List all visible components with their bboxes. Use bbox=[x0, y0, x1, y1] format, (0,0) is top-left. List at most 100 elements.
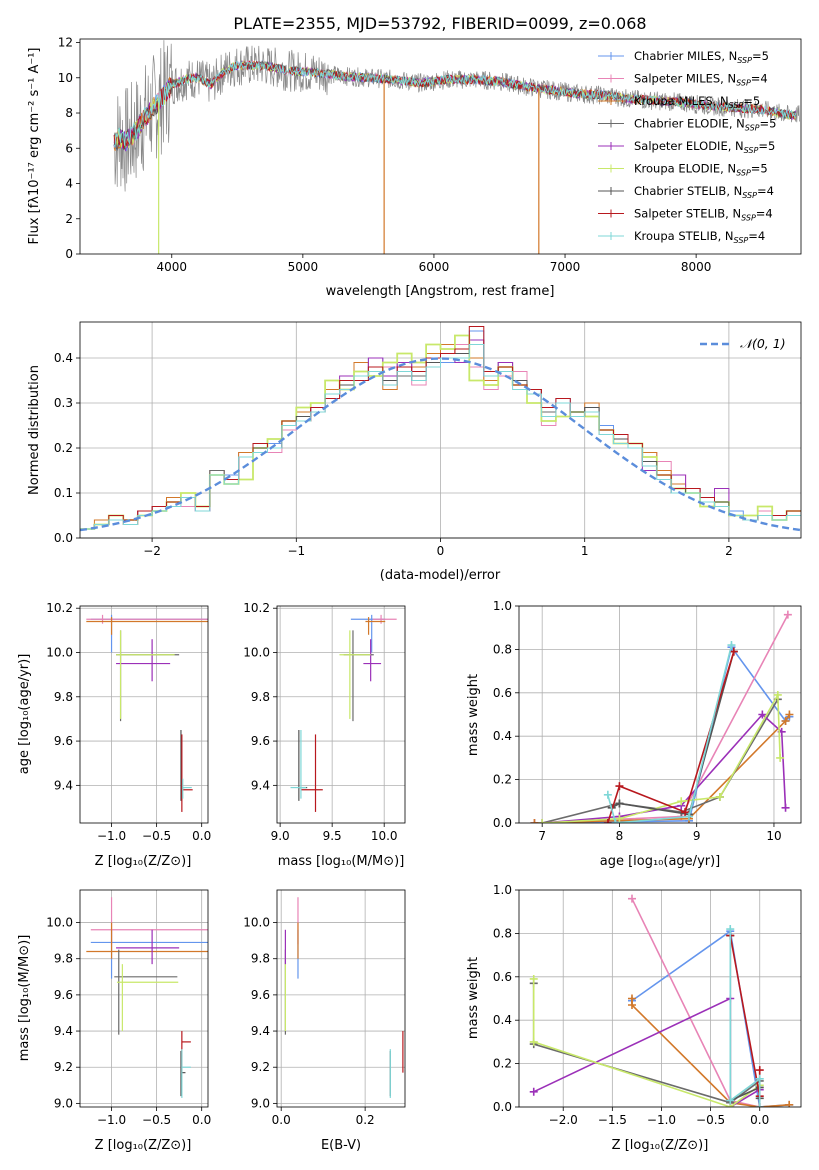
ageZ-ylabel: age [log₁₀(age/yr)] bbox=[17, 654, 32, 775]
residuals-panel: (data-model)/error Normed distribution −… bbox=[27, 321, 802, 583]
mw-point-salpeter_elodie bbox=[529, 1087, 538, 1096]
mw-line-kroupa_miles bbox=[534, 714, 791, 823]
mw-point-kroupa_elodie bbox=[776, 753, 785, 762]
errorbars bbox=[86, 897, 208, 1098]
massZ-ylabel: mass [log₁₀(M/M⊙)] bbox=[17, 935, 32, 1062]
mw-point-salpeter_stelib bbox=[615, 782, 624, 791]
mw-line-chabrier_elodie bbox=[542, 698, 779, 823]
legend-label: Salpeter STELIB, NSSP=4 bbox=[634, 207, 773, 223]
mw-point-kroupa_miles bbox=[781, 717, 790, 726]
mass-vs-ebv-panel: E(B-V) 0.0 0.2 9.0 9.2 9.4 9.6 9.8 10.0 bbox=[243, 889, 406, 1153]
x-tick-label: −0.5 bbox=[142, 1113, 171, 1127]
y-tick-label: 9.4 bbox=[251, 1024, 270, 1038]
x-tick-label: 5000 bbox=[288, 260, 319, 274]
x-tick-label: −2.0 bbox=[549, 1113, 578, 1127]
y-tick-label: 10.0 bbox=[46, 916, 73, 930]
age-vs-Z-panel: Z [log₁₀(Z/Z⊙)] age [log₁₀(age/yr)] −1.0… bbox=[17, 601, 211, 869]
mw-point-salpeter_miles bbox=[627, 894, 636, 903]
massE-xlabel: E(B-V) bbox=[321, 1138, 361, 1153]
mwZ-xlabel: Z [log₁₀(Z/Z⊙)] bbox=[612, 1138, 709, 1153]
mw-point-kroupa_stelib bbox=[755, 1103, 764, 1107]
errorbars bbox=[290, 614, 397, 812]
x-tick-label: 0.0 bbox=[272, 1113, 291, 1127]
x-tick-label: 0.2 bbox=[356, 1113, 375, 1127]
mw-point-kroupa_miles bbox=[785, 710, 794, 719]
legend-label: 𝒩(0, 1) bbox=[740, 336, 786, 351]
mw-point-salpeter_stelib bbox=[681, 808, 690, 817]
axes-frame bbox=[518, 889, 802, 1108]
y-tick-label: 0.6 bbox=[493, 970, 512, 984]
mw-point-kroupa_stelib bbox=[755, 1074, 764, 1083]
x-tick-label: −0.5 bbox=[142, 829, 171, 843]
legend-label: Kroupa STELIB, NSSP=4 bbox=[634, 229, 765, 245]
x-tick-label: 0 bbox=[437, 544, 445, 558]
y-tick-label: 0.0 bbox=[493, 816, 512, 830]
spectrum-legend: Chabrier MILES, NSSP=5 Salpeter MILES, NS… bbox=[598, 49, 776, 245]
x-tick-label: 0.0 bbox=[192, 829, 211, 843]
mw-point-salpeter_stelib bbox=[755, 1066, 764, 1075]
axes-frame bbox=[79, 889, 209, 1108]
y-tick-label: 0.2 bbox=[493, 773, 512, 787]
y-tick-label: 9.6 bbox=[54, 734, 73, 748]
mwAge-ylabel: mass weight bbox=[466, 674, 481, 756]
spectrum-ylabel: Flux [fλ10⁻¹⁷ erg cm⁻² s⁻¹ A⁻¹] bbox=[27, 48, 42, 245]
y-tick-label: 10 bbox=[58, 71, 73, 85]
spectrum-panel: wavelength [Angstrom, rest frame] Flux [… bbox=[27, 36, 802, 299]
legend-label: Salpeter ELODIE, NSSP=5 bbox=[634, 139, 775, 155]
mw-line-kroupa_elodie bbox=[542, 692, 781, 823]
y-tick-label: 0.0 bbox=[54, 531, 73, 545]
massZ-xlabel: Z [log₁₀(Z/Z⊙)] bbox=[95, 1138, 192, 1153]
mw-point-kroupa_miles bbox=[785, 1100, 794, 1107]
y-tick-label: 0.0 bbox=[493, 1100, 512, 1114]
x-tick-label: −2 bbox=[143, 544, 161, 558]
axes-frame bbox=[79, 321, 802, 539]
y-tick-label: 10.2 bbox=[243, 601, 270, 615]
x-tick-label: −0.5 bbox=[696, 1113, 725, 1127]
mwAge-xlabel: age [log₁₀(age/yr)] bbox=[600, 854, 721, 869]
mwZ-ylabel: mass weight bbox=[466, 957, 481, 1039]
legend-label: Salpeter MILES, NSSP=4 bbox=[634, 72, 768, 88]
y-tick-label: 9.8 bbox=[54, 690, 73, 704]
mw-line-salpeter_miles bbox=[534, 614, 789, 823]
y-tick-label: 0 bbox=[65, 247, 73, 261]
histogram-lines bbox=[80, 326, 801, 532]
y-tick-label: 10.0 bbox=[46, 646, 73, 660]
x-tick-label: 7000 bbox=[550, 260, 581, 274]
age-vs-mass-panel: mass [log₁₀(M/M⊙)] 9.0 9.5 10.0 9.4 9.6 9.8 10… bbox=[243, 601, 406, 869]
x-tick-label: 2 bbox=[725, 544, 733, 558]
mw-vs-age-panel: age [log₁₀(age/yr)] mass weight 7 8 9 10 0.0… bbox=[466, 599, 802, 869]
mw-line-salpeter_miles bbox=[631, 898, 760, 1107]
x-tick-label: 4000 bbox=[156, 260, 187, 274]
mw-point-salpeter_elodie bbox=[758, 710, 767, 719]
y-tick-label: 6 bbox=[65, 141, 73, 155]
spectrum-lines bbox=[113, 40, 800, 254]
mw-point-salpeter_stelib bbox=[603, 819, 612, 823]
legend-label: Chabrier MILES, NSSP=5 bbox=[634, 49, 769, 65]
mw-point-kroupa_stelib bbox=[611, 819, 620, 823]
errorbars bbox=[284, 897, 404, 1098]
y-tick-label: 0.2 bbox=[54, 441, 73, 455]
y-tick-label: 0.4 bbox=[493, 729, 512, 743]
x-tick-label: 10 bbox=[766, 829, 781, 843]
mw-point-chabrier_stelib bbox=[615, 799, 624, 808]
y-tick-label: 0.4 bbox=[54, 351, 73, 365]
y-tick-label: 9.2 bbox=[54, 1060, 73, 1074]
normal-curve bbox=[80, 357, 801, 532]
x-tick-label: 9 bbox=[693, 829, 701, 843]
axes-frame bbox=[276, 605, 406, 824]
mw-line-chabrier_miles bbox=[534, 645, 790, 823]
mw-point-kroupa_stelib bbox=[684, 812, 693, 821]
mass-vs-Z-panel: Z [log₁₀(Z/Z⊙)] mass [log₁₀(M/M⊙)] −1.0 −… bbox=[17, 889, 211, 1153]
mw-line-kroupa_elodie bbox=[532, 979, 761, 1107]
x-tick-label: 0.0 bbox=[750, 1113, 769, 1127]
y-tick-label: 0.3 bbox=[54, 396, 73, 410]
y-tick-label: 10.0 bbox=[243, 646, 270, 660]
mw-point-kroupa_stelib bbox=[726, 1096, 735, 1105]
ageZ-xlabel: Z [log₁₀(Z/Z⊙)] bbox=[95, 854, 192, 869]
axes-frame bbox=[79, 38, 802, 255]
y-tick-label: 1.0 bbox=[493, 883, 512, 897]
x-tick-label: −1.0 bbox=[97, 1113, 126, 1127]
y-tick-label: 9.4 bbox=[54, 1024, 73, 1038]
x-tick-label: 9.0 bbox=[271, 829, 290, 843]
